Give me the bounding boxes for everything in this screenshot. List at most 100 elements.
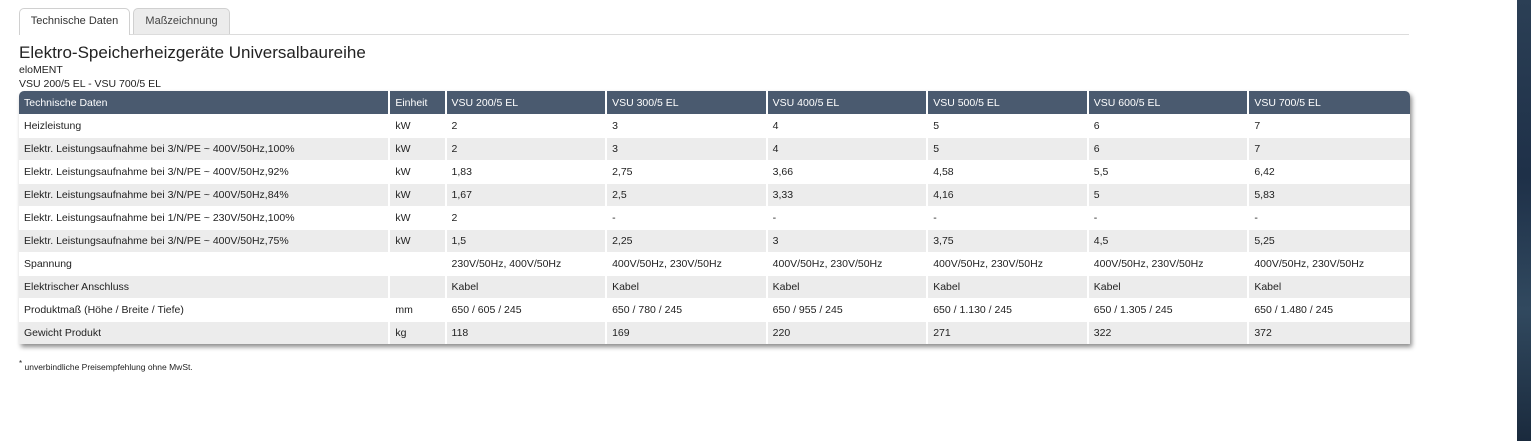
value-cell: 400V/50Hz, 230V/50Hz — [1088, 252, 1250, 275]
value-cell: Kabel — [1088, 275, 1250, 298]
table-row: Spannung 230V/50Hz, 400V/50Hz 400V/50Hz, 2… — [19, 252, 1410, 275]
value-cell: 400V/50Hz, 230V/50Hz — [767, 252, 929, 275]
row-label-cell: Elektr. Leistungsaufnahme bei 3/N/PE ~ 4… — [19, 229, 391, 252]
value-cell: 1,5 — [446, 229, 608, 252]
brand-label: eloMENT — [19, 64, 63, 76]
value-cell: 650 / 955 / 245 — [767, 298, 929, 321]
value-cell: 5 — [1088, 183, 1250, 206]
row-label-cell: Spannung — [19, 252, 391, 275]
value-cell: 271 — [928, 321, 1089, 344]
column-header-model: VSU 400/5 EL — [767, 91, 929, 114]
column-header-model: VSU 500/5 EL — [928, 91, 1089, 114]
column-header-model: VSU 200/5 EL — [446, 91, 608, 114]
unit-cell: kW — [390, 137, 447, 160]
unit-cell: mm — [390, 298, 447, 321]
value-cell: - — [1249, 206, 1410, 229]
table-row: Gewicht Produkt kg 118 169 220 271 322 372 — [19, 321, 1410, 344]
value-cell: 400V/50Hz, 230V/50Hz — [1249, 252, 1410, 275]
row-label-cell: Produktmaß (Höhe / Breite / Tiefe) — [19, 298, 391, 321]
value-cell: 5,25 — [1249, 229, 1410, 252]
value-cell: 650 / 1.480 / 245 — [1249, 298, 1410, 321]
value-cell: Kabel — [767, 275, 929, 298]
tab-technische-daten[interactable]: Technische Daten — [19, 8, 130, 35]
value-cell: - — [1088, 206, 1250, 229]
value-cell: 2,5 — [607, 183, 768, 206]
value-cell: 169 — [607, 321, 768, 344]
value-cell: 3,33 — [767, 183, 929, 206]
unit-cell: kW — [390, 183, 447, 206]
value-cell: 6 — [1088, 114, 1250, 137]
value-cell: 2 — [446, 114, 608, 137]
row-label-cell: Elektr. Leistungsaufnahme bei 3/N/PE ~ 4… — [19, 160, 391, 183]
table-row: Elektr. Leistungsaufnahme bei 3/N/PE ~ 4… — [19, 183, 1410, 206]
value-cell: 2,25 — [607, 229, 768, 252]
footnote-marker: * — [19, 359, 23, 368]
value-cell: 3,66 — [767, 160, 929, 183]
column-header-einheit: Einheit — [390, 91, 447, 114]
column-header-model: VSU 700/5 EL — [1249, 91, 1410, 114]
table-header-row: Technische Daten Einheit VSU 200/5 EL VSU 3… — [19, 91, 1410, 114]
row-label-cell: Gewicht Produkt — [19, 321, 391, 344]
row-label-cell: Elektr. Leistungsaufnahme bei 1/N/PE ~ 2… — [19, 206, 391, 229]
model-range-label: VSU 200/5 EL - VSU 700/5 EL — [19, 78, 162, 90]
footnote: * unverbindliche Preisempfehlung ohne Mw… — [19, 359, 193, 372]
value-cell: 400V/50Hz, 230V/50Hz — [607, 252, 768, 275]
value-cell: 230V/50Hz, 400V/50Hz — [446, 252, 608, 275]
unit-cell — [390, 275, 447, 298]
unit-cell: kW — [390, 114, 447, 137]
table-row: Elektr. Leistungsaufnahme bei 3/N/PE ~ 4… — [19, 137, 1410, 160]
value-cell: 5 — [928, 114, 1089, 137]
value-cell: 2 — [446, 206, 608, 229]
tab-masszeichnung[interactable]: Maßzeichnung — [133, 8, 230, 34]
unit-cell: kW — [390, 206, 447, 229]
value-cell: 4,58 — [928, 160, 1089, 183]
value-cell: Kabel — [1249, 275, 1410, 298]
value-cell: Kabel — [446, 275, 608, 298]
row-label-cell: Elektr. Leistungsaufnahme bei 3/N/PE ~ 4… — [19, 183, 391, 206]
value-cell: 3 — [767, 229, 929, 252]
value-cell: 650 / 605 / 245 — [446, 298, 608, 321]
value-cell: 5,5 — [1088, 160, 1250, 183]
value-cell: 3,75 — [928, 229, 1089, 252]
column-header-model: VSU 600/5 EL — [1088, 91, 1250, 114]
desktop-background-edge — [1517, 0, 1531, 441]
value-cell: 322 — [1088, 321, 1250, 344]
value-cell: 2 — [446, 137, 608, 160]
value-cell: Kabel — [928, 275, 1089, 298]
table-body: Heizleistung kW 2 3 4 5 6 7 Elektr. Leistungsauf… — [19, 114, 1410, 344]
value-cell: 2,75 — [607, 160, 768, 183]
value-cell: 4 — [767, 137, 929, 160]
column-header-model: VSU 300/5 EL — [607, 91, 768, 114]
value-cell: 220 — [767, 321, 929, 344]
row-label-cell: Heizleistung — [19, 114, 391, 137]
value-cell: 5,83 — [1249, 183, 1410, 206]
table-row: Heizleistung kW 2 3 4 5 6 7 — [19, 114, 1410, 137]
row-label-cell: Elektr. Leistungsaufnahme bei 3/N/PE ~ 4… — [19, 137, 391, 160]
table-row: Produktmaß (Höhe / Breite / Tiefe) mm 650 … — [19, 298, 1410, 321]
specs-table: Technische Daten Einheit VSU 200/5 EL VSU 3… — [19, 91, 1410, 344]
table-row: Elektr. Leistungsaufnahme bei 3/N/PE ~ 4… — [19, 160, 1410, 183]
value-cell: 3 — [607, 114, 768, 137]
table-row: Elektr. Leistungsaufnahme bei 1/N/PE ~ 2… — [19, 206, 1410, 229]
value-cell: Kabel — [607, 275, 768, 298]
unit-cell — [390, 252, 447, 275]
value-cell: - — [767, 206, 929, 229]
value-cell: - — [928, 206, 1089, 229]
value-cell: 3 — [607, 137, 768, 160]
value-cell: 7 — [1249, 114, 1410, 137]
column-header-technische-daten: Technische Daten — [19, 91, 391, 114]
row-label-cell: Elektrischer Anschluss — [19, 275, 391, 298]
value-cell: 400V/50Hz, 230V/50Hz — [928, 252, 1089, 275]
specs-table-container: Technische Daten Einheit VSU 200/5 EL VSU 3… — [19, 91, 1410, 344]
tab-bar: Technische Daten Maßzeichnung — [19, 8, 1409, 35]
value-cell: 650 / 780 / 245 — [607, 298, 768, 321]
table-row: Elektrischer Anschluss Kabel Kabel Kabel Kab… — [19, 275, 1410, 298]
value-cell: 650 / 1.305 / 245 — [1088, 298, 1250, 321]
value-cell: 5 — [928, 137, 1089, 160]
value-cell: 6,42 — [1249, 160, 1410, 183]
value-cell: 4 — [767, 114, 929, 137]
value-cell: 7 — [1249, 137, 1410, 160]
value-cell: 4,5 — [1088, 229, 1250, 252]
page-title: Elektro-Speicherheizgeräte Universalbaur… — [19, 43, 366, 62]
value-cell: 1,67 — [446, 183, 608, 206]
